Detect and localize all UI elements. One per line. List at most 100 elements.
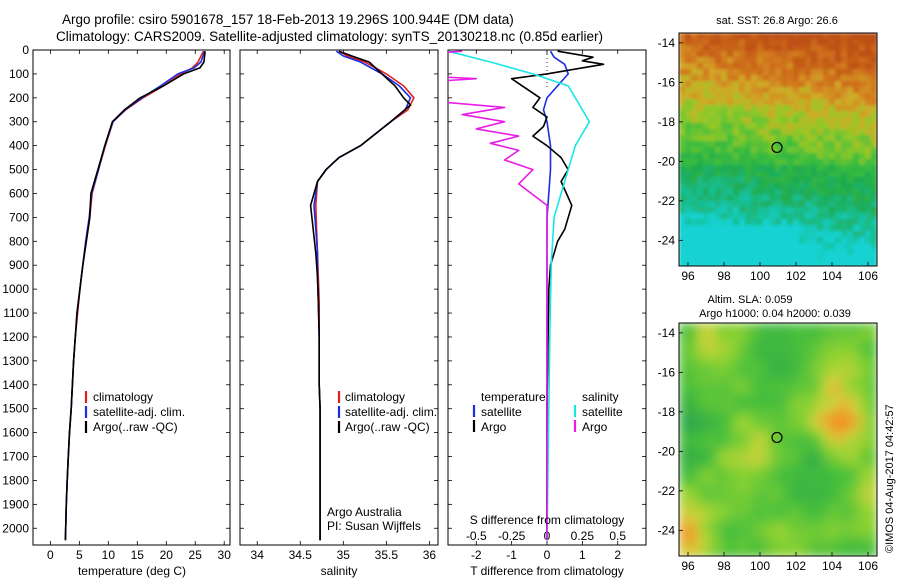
heatmap-cell xyxy=(691,135,698,142)
heatmap-cell xyxy=(751,512,761,522)
heatmap-cell xyxy=(835,117,842,124)
heatmap-cell xyxy=(805,105,812,112)
heatmap-cell xyxy=(739,123,746,130)
lon-tick-label: 100 xyxy=(750,269,770,283)
heatmap-cell xyxy=(751,219,758,226)
lon-tick-label: 102 xyxy=(786,559,806,573)
heatmap-cell xyxy=(769,123,776,130)
heatmap-cell xyxy=(727,141,734,148)
heatmap-cell xyxy=(709,207,716,214)
heatmap-cell xyxy=(751,195,758,202)
heatmap-cell xyxy=(787,395,797,405)
heatmap-cell xyxy=(724,359,734,369)
heatmap-cell xyxy=(715,539,725,549)
heatmap-cell xyxy=(832,377,842,387)
heatmap-cell xyxy=(688,512,698,522)
heatmap-cell xyxy=(841,332,851,342)
heatmap-cell xyxy=(805,422,815,432)
heatmap-cell xyxy=(688,377,698,387)
lon-tick-label: 98 xyxy=(717,269,731,283)
heatmap-cell xyxy=(757,213,764,220)
heatmap-cell xyxy=(841,431,851,441)
sst-map-frame xyxy=(678,32,878,267)
heatmap-cell xyxy=(724,377,734,387)
heatmap-cell xyxy=(817,81,824,88)
heatmap-cell xyxy=(715,219,722,226)
heatmap-cell xyxy=(829,75,836,82)
depth-tick-label: 2000 xyxy=(2,521,29,535)
heatmap-cell xyxy=(769,261,776,266)
heatmap-cell xyxy=(787,548,797,556)
heatmap-cell xyxy=(871,135,877,142)
heatmap-cell xyxy=(760,431,770,441)
heatmap-cell xyxy=(742,467,752,477)
heatmap-cell xyxy=(811,189,818,196)
heatmap-cell xyxy=(763,93,770,100)
heatmap-cell xyxy=(835,129,842,136)
heatmap-cell xyxy=(721,177,728,184)
heatmap-cell xyxy=(775,51,782,58)
heatmap-cell xyxy=(679,255,686,262)
heatmap-cell xyxy=(835,75,842,82)
heatmap-cell xyxy=(817,237,824,244)
heatmap-cell xyxy=(721,105,728,112)
heatmap-cell xyxy=(715,147,722,154)
heatmap-cell xyxy=(703,153,710,160)
heatmap-cell xyxy=(871,219,877,226)
heatmap-cell xyxy=(703,201,710,208)
heatmap-cell xyxy=(871,105,877,112)
heatmap-cell xyxy=(679,87,686,94)
legend-label: climatology xyxy=(345,390,405,404)
heatmap-cell xyxy=(775,69,782,76)
heatmap-cell xyxy=(829,111,836,118)
heatmap-cell xyxy=(781,255,788,262)
lat-tick-label: -22 xyxy=(658,484,676,498)
heatmap-cell xyxy=(709,219,716,226)
heatmap-cell xyxy=(739,225,746,232)
heatmap-cell xyxy=(727,75,734,82)
heatmap-cell xyxy=(805,237,812,244)
depth-tick-label: 1000 xyxy=(2,282,29,296)
heatmap-cell xyxy=(760,395,770,405)
heatmap-cell xyxy=(814,440,824,450)
heatmap-cell xyxy=(805,171,812,178)
heatmap-cell xyxy=(715,93,722,100)
heatmap-cell xyxy=(835,231,842,238)
heatmap-cell xyxy=(871,33,877,40)
heatmap-cell xyxy=(868,341,877,351)
heatmap-cell xyxy=(733,183,740,190)
heatmap-cell xyxy=(853,195,860,202)
heatmap-cell xyxy=(814,395,824,405)
heatmap-cell xyxy=(706,395,716,405)
heatmap-cell xyxy=(739,195,746,202)
heatmap-cell xyxy=(775,237,782,244)
heatmap-cell xyxy=(859,183,866,190)
heatmap-cell xyxy=(859,219,866,226)
heatmap-cell xyxy=(745,153,752,160)
heatmap-cell xyxy=(847,159,854,166)
heatmap-cell xyxy=(850,548,860,556)
heatmap-cell xyxy=(745,237,752,244)
heatmap-cell xyxy=(721,117,728,124)
x-tick-label: 20 xyxy=(160,548,174,562)
heatmap-cell xyxy=(793,189,800,196)
heatmap-cell xyxy=(715,485,725,495)
heatmap-cell xyxy=(817,63,824,70)
heatmap-cell xyxy=(751,213,758,220)
heatmap-cell xyxy=(868,368,877,378)
heatmap-cell xyxy=(793,237,800,244)
heatmap-cell xyxy=(745,225,752,232)
heatmap-cell xyxy=(679,219,686,226)
heatmap-cell xyxy=(799,153,806,160)
heatmap-cell xyxy=(757,141,764,148)
heatmap-cell xyxy=(805,45,812,52)
heatmap-cell xyxy=(721,159,728,166)
heatmap-cell xyxy=(733,135,740,142)
heatmap-cell xyxy=(733,147,740,154)
heatmap-cell xyxy=(829,243,836,250)
heatmap-cell xyxy=(829,225,836,232)
heatmap-cell xyxy=(763,99,770,106)
lat-tick-label: -18 xyxy=(658,405,676,419)
heatmap-cell xyxy=(697,359,707,369)
heatmap-cell xyxy=(787,39,794,46)
